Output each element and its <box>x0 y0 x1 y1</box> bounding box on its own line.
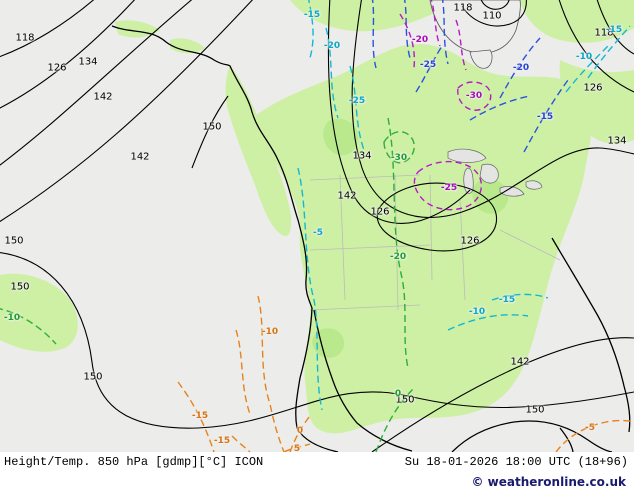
map-graphic <box>0 0 634 452</box>
height-contours <box>0 0 634 452</box>
weather-map: 118 126 134 142 142 150 150 150 150 134 142 126 126 1… <box>0 0 634 454</box>
copyright-text: © weatheronline.co.uk <box>471 475 626 489</box>
border-lines <box>309 174 561 311</box>
temp-contours-green <box>0 117 415 452</box>
caption-bar: Height/Temp. 850 hPa [gdmp][°C] ICON Su … <box>0 452 634 490</box>
water-bodies <box>429 0 543 197</box>
green-shading-dark-layer <box>312 118 509 358</box>
temp-contours-cyan <box>297 0 631 411</box>
great-lakes <box>447 148 543 197</box>
temp-contours-blue <box>371 0 569 153</box>
valid-datetime: Su 18-01-2026 18:00 UTC (18+96) <box>404 455 628 469</box>
temp-contours-orange <box>177 295 634 452</box>
temp-contours-magenta <box>399 0 492 211</box>
james-bay <box>469 49 493 69</box>
hudson-bay <box>429 0 521 54</box>
product-title: Height/Temp. 850 hPa [gdmp][°C] ICON <box>4 455 264 469</box>
